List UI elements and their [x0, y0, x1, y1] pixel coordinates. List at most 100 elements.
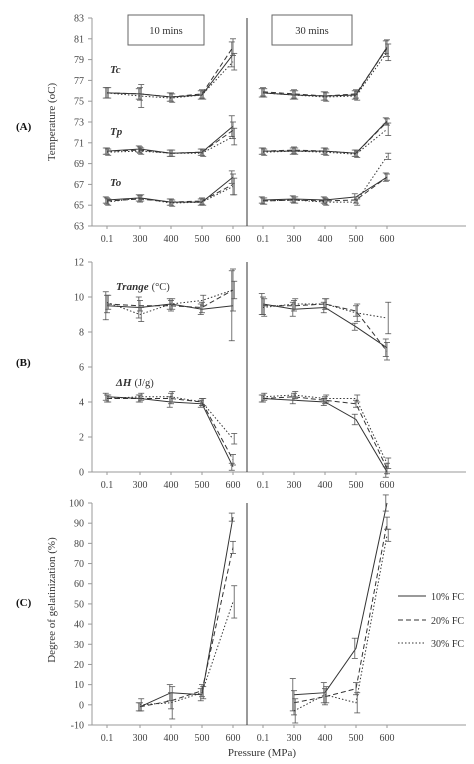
x-tick-label: 600	[226, 234, 241, 245]
x-tick-label: 300	[287, 480, 302, 491]
x-tick-label: 0.1	[257, 234, 270, 245]
y-tick-label: 4	[79, 398, 84, 409]
y-tick-label: 67	[74, 180, 84, 191]
x-tick-label: 400	[164, 733, 179, 744]
series-line-20fc	[106, 46, 234, 98]
x-tick-label: 600	[226, 733, 241, 744]
x-tick-label: 500	[195, 480, 210, 491]
y-tick-label: 75	[74, 97, 84, 108]
series-line-30fc	[106, 186, 234, 204]
x-tick-label: 400	[318, 234, 333, 245]
y-tick-label: 12	[74, 258, 84, 269]
y-tick-label: 79	[74, 55, 84, 66]
x-tick-label: 600	[380, 234, 395, 245]
x-tick-label: 300	[133, 480, 148, 491]
series-line-30fc	[106, 136, 234, 154]
panel-a-label: (A)	[16, 121, 32, 133]
series-line-10fc	[106, 125, 234, 154]
time-label-30: 30 mins	[295, 26, 329, 37]
series-line-30fc	[106, 61, 234, 99]
y-tick-label: 0	[79, 700, 84, 711]
y-tick-label: 73	[74, 118, 84, 129]
annotation-tp: Tp	[110, 126, 123, 138]
panel-c-plot	[135, 494, 392, 724]
x-tick-label: 0.1	[101, 480, 114, 491]
y-tick-label: 60	[74, 579, 84, 590]
x-tick-label: 300	[133, 733, 148, 744]
y-tick-label: -10	[71, 721, 84, 732]
annotation-dh-unit: (J/g)	[134, 378, 154, 389]
annotation-dh-name: ΔH	[115, 377, 132, 389]
y-tick-label: 50	[74, 599, 84, 610]
panel-b-plot	[102, 268, 392, 478]
series-line-20fc	[293, 523, 388, 704]
x-tick-label: 0.1	[257, 733, 270, 744]
series-line-30fc	[262, 128, 388, 155]
time-label-10: 10 mins	[149, 26, 183, 37]
y-tick-label: 30	[74, 640, 84, 651]
series-line-10fc	[262, 46, 388, 97]
series-line-30fc	[262, 52, 388, 98]
series-line-10fc	[262, 398, 388, 473]
panel-a-plot	[102, 38, 392, 207]
annotation-trange: Trange (°C)	[116, 281, 170, 293]
y-tick-label: 10	[74, 680, 84, 691]
legend: 10% FC 20% FC 30% FC	[398, 592, 464, 650]
y-tick-label: 2	[79, 433, 84, 444]
panel-a-y-title: Temperature (oC)	[46, 83, 58, 162]
series-line-10fc	[293, 502, 388, 696]
series-line-20fc	[262, 121, 388, 154]
x-tick-label: 300	[287, 733, 302, 744]
legend-label-30: 30% FC	[431, 639, 464, 650]
series-line-10fc	[139, 517, 234, 708]
panel-c-label: (C)	[16, 597, 32, 609]
panel-b-x-ticks: 0.1 300 400 500 600 0.1 300 400 500 600	[101, 472, 395, 491]
series-line-10fc	[262, 303, 388, 349]
time-box-30	[271, 14, 353, 46]
x-tick-label: 600	[380, 733, 395, 744]
legend-label-20: 20% FC	[431, 616, 464, 627]
panel-a-y-ticks: 63 65 67 69 71 73 75 77 79 81 83	[74, 14, 92, 233]
panel-a: 10 mins 30 mins Temperature (oC) (A) Tc …	[16, 14, 466, 245]
y-tick-label: 69	[74, 159, 84, 170]
y-tick-label: 80	[74, 539, 84, 550]
y-tick-label: 70	[74, 559, 84, 570]
panel-c-x-ticks: 0.1 300 400 500 600 0.1 300 400 500 600	[101, 725, 395, 744]
x-tick-label: 0.1	[257, 480, 270, 491]
panel-b-y-ticks: 0 2 4 6 8 10 12	[74, 258, 92, 479]
panel-a-x-ticks: 0.1 300 400 500 600 0.1 300 400 500 600	[101, 226, 395, 245]
y-tick-label: 10	[74, 293, 84, 304]
y-tick-label: 0	[79, 468, 84, 479]
x-tick-label: 300	[133, 234, 148, 245]
series-line-20fc	[139, 547, 234, 708]
panel-b-label: (B)	[16, 357, 31, 369]
annotation-trange-unit: (°C)	[152, 282, 171, 293]
x-tick-label: 400	[164, 480, 179, 491]
y-tick-label: 83	[74, 14, 84, 25]
x-tick-label: 500	[195, 733, 210, 744]
x-tick-label: 600	[380, 480, 395, 491]
x-tick-label: 300	[287, 234, 302, 245]
panel-c-y-title: Degree of gelatinization (%)	[46, 537, 58, 663]
series-line-30fc	[106, 289, 234, 316]
series-line-30fc	[139, 601, 234, 706]
annotation-dh: ΔH (J/g)	[115, 377, 154, 389]
y-tick-label: 20	[74, 660, 84, 671]
x-tick-label: 0.1	[101, 733, 114, 744]
x-tick-label: 500	[349, 733, 364, 744]
y-tick-label: 81	[74, 34, 84, 45]
time-box-10	[127, 14, 205, 46]
y-tick-label: 77	[74, 76, 84, 87]
series-line-30fc	[106, 396, 234, 440]
panel-b: (B) Trange (°C) ΔH (J/g) 0 2 4 6 8 10 12 0.1 300 4…	[16, 258, 466, 491]
series-line-20fc	[262, 176, 388, 202]
y-tick-label: 90	[74, 519, 84, 530]
y-tick-label: 100	[69, 499, 84, 510]
y-tick-label: 8	[79, 328, 84, 339]
y-tick-label: 6	[79, 363, 84, 374]
x-tick-label: 500	[349, 480, 364, 491]
series-line-10fc	[106, 176, 234, 203]
y-tick-label: 40	[74, 620, 84, 631]
x-tick-label: 400	[318, 480, 333, 491]
